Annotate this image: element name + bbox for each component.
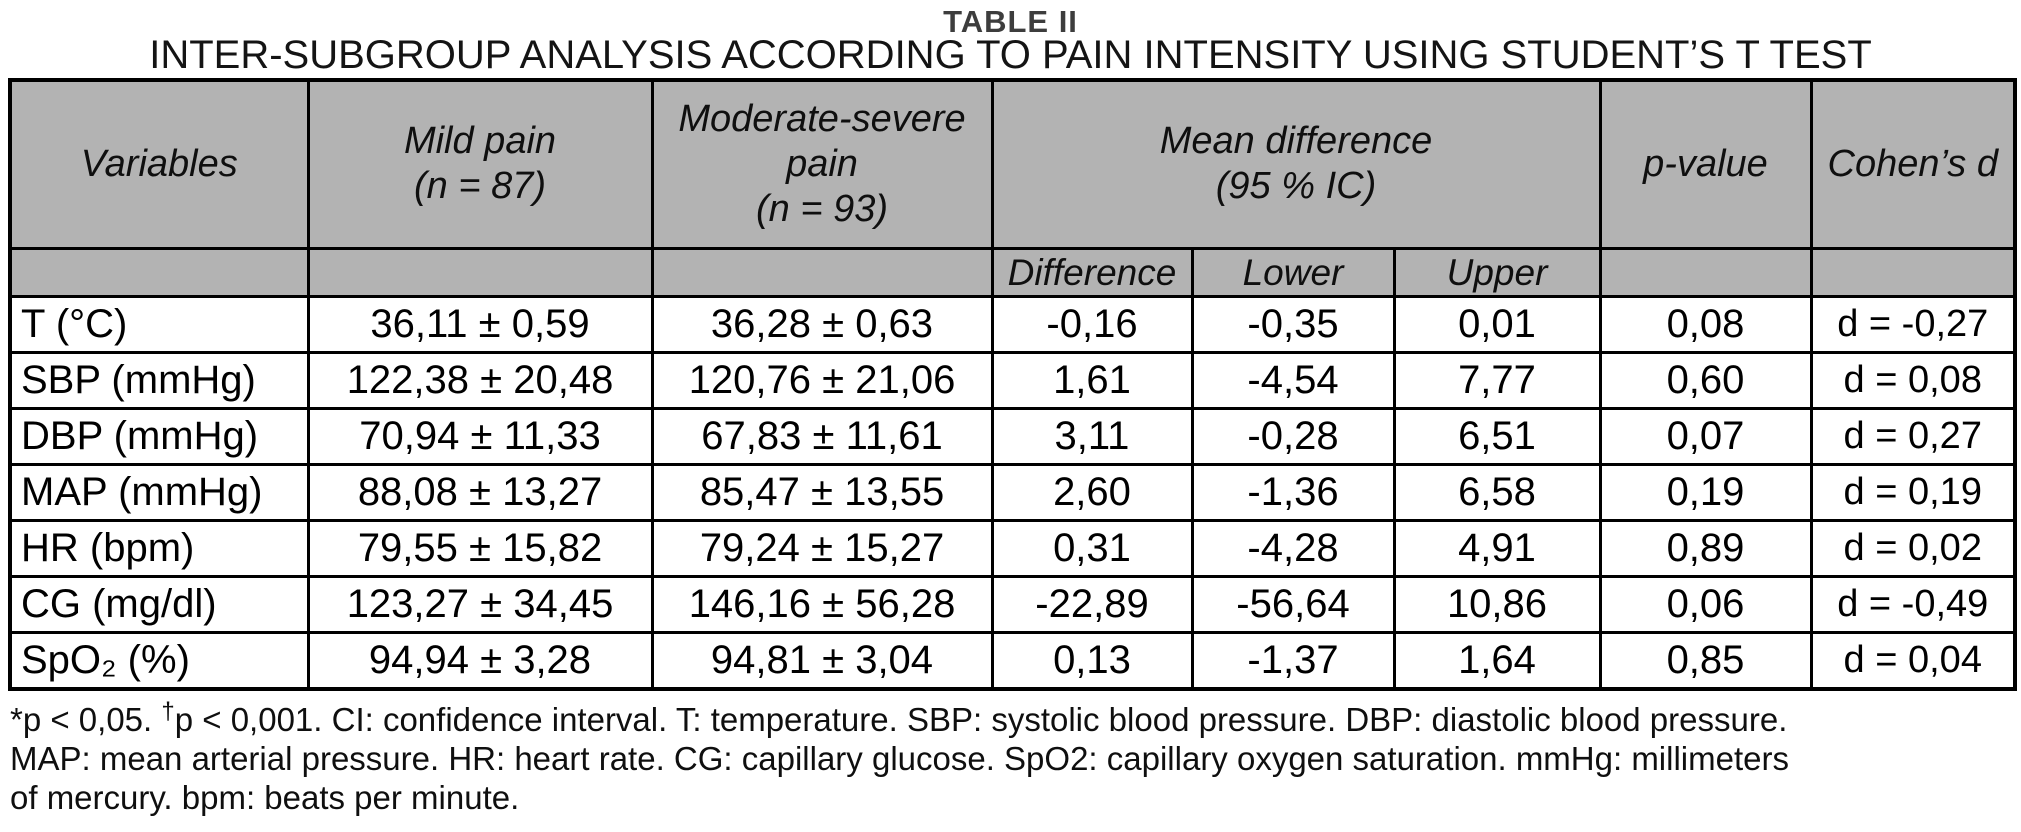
table-row-temperature: T (°C) 36,11 ± 0,59 36,28 ± 0,63 -0,16 -… [8, 295, 2017, 355]
cell-lower: -1,37 [1190, 631, 1396, 691]
cell-difference: 0,13 [990, 631, 1194, 691]
cell-moderate-value: 120,76 ± 21,06 [650, 351, 994, 411]
cell-moderate-value: 79,24 ± 15,27 [650, 519, 994, 579]
subheader-difference: Difference [990, 246, 1194, 299]
table-title-block: TABLE II INTER-SUBGROUP ANALYSIS ACCORDI… [0, 0, 2021, 77]
table-row-cg: CG (mg/dl) 123,27 ± 34,45 146,16 ± 56,28… [8, 575, 2017, 635]
subheader-empty-pvalue [1598, 246, 1813, 299]
subheader-empty-variables [8, 246, 310, 299]
cell-upper: 1,64 [1392, 631, 1602, 691]
table-header-row: Variables Mild pain (n = 87) Moderate-se… [8, 78, 2017, 250]
cell-p-value: 0,89 [1598, 519, 1813, 579]
cell-cohens-d: d = -0,27 [1809, 295, 2017, 355]
cell-upper: 7,77 [1392, 351, 1602, 411]
subheader-empty-moderate [650, 246, 994, 299]
cell-difference: 2,60 [990, 463, 1194, 523]
cell-difference: -0,16 [990, 295, 1194, 355]
cell-mild-value: 123,27 ± 34,45 [306, 575, 654, 635]
cell-cohens-d: d = -0,49 [1809, 575, 2017, 635]
cell-p-value: 0,85 [1598, 631, 1813, 691]
col-header-variables: Variables [8, 78, 310, 250]
cell-mild-value: 88,08 ± 13,27 [306, 463, 654, 523]
cell-difference: -22,89 [990, 575, 1194, 635]
cell-upper: 4,91 [1392, 519, 1602, 579]
cell-upper: 0,01 [1392, 295, 1602, 355]
table-row-sbp: SBP (mmHg) 122,38 ± 20,48 120,76 ± 21,06… [8, 351, 2017, 411]
table-caption: INTER-SUBGROUP ANALYSIS ACCORDING TO PAI… [149, 33, 1872, 77]
cell-p-value: 0,06 [1598, 575, 1813, 635]
cell-p-value: 0,07 [1598, 407, 1813, 467]
col-header-cohens-d: Cohen’s d [1809, 78, 2017, 250]
cell-lower: -0,28 [1190, 407, 1396, 467]
cell-cohens-d: d = 0,19 [1809, 463, 2017, 523]
cell-variable: SpO₂ (%) [8, 631, 310, 691]
cell-moderate-value: 67,83 ± 11,61 [650, 407, 994, 467]
cell-p-value: 0,08 [1598, 295, 1813, 355]
cell-upper: 6,51 [1392, 407, 1602, 467]
cell-cohens-d: d = 0,08 [1809, 351, 2017, 411]
table-row-dbp: DBP (mmHg) 70,94 ± 11,33 67,83 ± 11,61 3… [8, 407, 2017, 467]
cell-variable: CG (mg/dl) [8, 575, 310, 635]
cell-difference: 3,11 [990, 407, 1194, 467]
cell-lower: -1,36 [1190, 463, 1396, 523]
cell-moderate-value: 36,28 ± 0,63 [650, 295, 994, 355]
cell-cohens-d: d = 0,04 [1809, 631, 2017, 691]
cell-difference: 0,31 [990, 519, 1194, 579]
footnote-line-2: MAP: mean arterial pressure. HR: heart r… [10, 740, 1789, 778]
footnote-line-1: *p < 0,05. †p < 0,001. CI: confidence in… [10, 700, 2013, 739]
cell-moderate-value: 94,81 ± 3,04 [650, 631, 994, 691]
cell-p-value: 0,60 [1598, 351, 1813, 411]
cell-mild-value: 122,38 ± 20,48 [306, 351, 654, 411]
cell-mild-value: 79,55 ± 15,82 [306, 519, 654, 579]
subheader-empty-cohen [1809, 246, 2017, 299]
footnote-line-3: of mercury. bpm: beats per minute. [10, 779, 520, 817]
cell-mild-value: 36,11 ± 0,59 [306, 295, 654, 355]
footnote-significance-1: *p < 0,05. [10, 701, 162, 739]
cell-upper: 6,58 [1392, 463, 1602, 523]
table-row-map: MAP (mmHg) 88,08 ± 13,27 85,47 ± 13,55 2… [8, 463, 2017, 523]
cell-moderate-value: 146,16 ± 56,28 [650, 575, 994, 635]
cell-mild-value: 94,94 ± 3,28 [306, 631, 654, 691]
cell-upper: 10,86 [1392, 575, 1602, 635]
subheader-upper: Upper [1392, 246, 1602, 299]
cell-variable: DBP (mmHg) [8, 407, 310, 467]
table-number-title: TABLE II [943, 4, 1078, 39]
cell-variable: T (°C) [8, 295, 310, 355]
col-header-mean-difference: Mean difference (95 % IC) [990, 78, 1602, 250]
dagger-symbol: † [161, 698, 175, 726]
cell-variable: SBP (mmHg) [8, 351, 310, 411]
cell-mild-value: 70,94 ± 11,33 [306, 407, 654, 467]
subheader-empty-mild [306, 246, 654, 299]
cell-difference: 1,61 [990, 351, 1194, 411]
cell-cohens-d: d = 0,27 [1809, 407, 2017, 467]
cell-moderate-value: 85,47 ± 13,55 [650, 463, 994, 523]
cell-lower: -4,28 [1190, 519, 1396, 579]
col-header-moderate-severe-pain: Moderate-severe pain (n = 93) [650, 78, 994, 250]
subheader-lower: Lower [1190, 246, 1396, 299]
table-subheader-row: Difference Lower Upper [8, 246, 2017, 299]
footnote-abbreviations-1: p < 0,001. CI: confidence interval. T: t… [174, 701, 1788, 739]
cell-lower: -4,54 [1190, 351, 1396, 411]
col-header-mild-pain: Mild pain (n = 87) [306, 78, 654, 250]
table-row-hr: HR (bpm) 79,55 ± 15,82 79,24 ± 15,27 0,3… [8, 519, 2017, 579]
table-footnote: *p < 0,05. †p < 0,001. CI: confidence in… [10, 700, 2013, 817]
table-row-spo2: SpO₂ (%) 94,94 ± 3,28 94,81 ± 3,04 0,13 … [8, 631, 2017, 691]
cell-p-value: 0,19 [1598, 463, 1813, 523]
statistics-table: Variables Mild pain (n = 87) Moderate-se… [8, 78, 2017, 692]
cell-lower: -0,35 [1190, 295, 1396, 355]
col-header-p-value: p-value [1598, 78, 1813, 250]
cell-variable: MAP (mmHg) [8, 463, 310, 523]
cell-lower: -56,64 [1190, 575, 1396, 635]
cell-variable: HR (bpm) [8, 519, 310, 579]
cell-cohens-d: d = 0,02 [1809, 519, 2017, 579]
